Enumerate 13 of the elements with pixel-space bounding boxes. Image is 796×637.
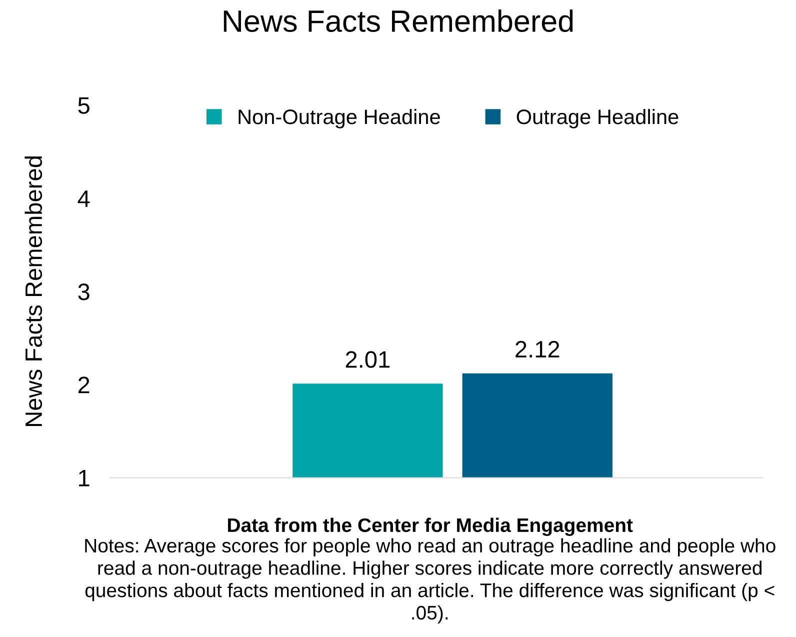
y-tick-label: 2: [78, 376, 90, 394]
y-tick-label: 1: [79, 470, 90, 486]
data-label: 2.01: [346, 351, 390, 368]
data-label: 2.12: [516, 340, 560, 358]
y-tick-label: 5: [78, 97, 90, 114]
text: Data from the Center for Media Engagement: [228, 518, 633, 536]
y-axis-title: News Facts Remembered: [24, 156, 42, 426]
legend-label: Outrage Headline: [516, 108, 678, 128]
text: Notes: Average scores for people who read an outrage headline and people who read a non-outrage headline. Higher scores indicate more correctly answered questions about facts mentioned in an article. The difference was significant (p < .05).: [85, 538, 776, 624]
legend-label: Non-Outrage Headine: [238, 108, 440, 128]
y-tick-label: 3: [78, 283, 90, 300]
y-tick-label: 4: [78, 190, 90, 207]
chart-title: News Facts Remembered: [224, 10, 573, 32]
